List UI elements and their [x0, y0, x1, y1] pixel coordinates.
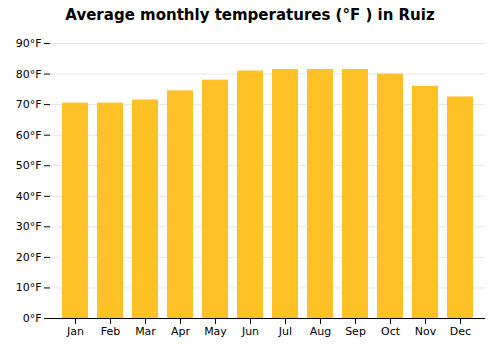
svg-text:50°F: 50°F [16, 159, 42, 172]
svg-text:Feb: Feb [101, 325, 120, 338]
svg-text:Jun: Jun [241, 325, 259, 338]
svg-text:40°F: 40°F [16, 190, 42, 203]
svg-text:Jul: Jul [278, 325, 292, 338]
svg-text:Mar: Mar [135, 325, 156, 338]
svg-text:70°F: 70°F [16, 98, 42, 111]
svg-text:Apr: Apr [171, 325, 191, 338]
svg-text:Jan: Jan [66, 325, 84, 338]
svg-text:90°F: 90°F [16, 37, 42, 50]
svg-text:Aug: Aug [310, 325, 331, 338]
svg-text:0°F: 0°F [23, 312, 42, 325]
svg-text:10°F: 10°F [16, 281, 42, 294]
svg-text:Nov: Nov [415, 325, 437, 338]
svg-text:20°F: 20°F [16, 251, 42, 264]
svg-text:May: May [204, 325, 227, 338]
svg-text:30°F: 30°F [16, 220, 42, 233]
svg-text:80°F: 80°F [16, 68, 42, 81]
svg-text:Dec: Dec [450, 325, 471, 338]
html-text:Average monthly temperatures (: Average monthly temperatures (°F ) in Ru… [65, 6, 435, 24]
svg-text:60°F: 60°F [16, 129, 42, 142]
svg-text:Oct: Oct [381, 325, 401, 338]
svg-text:Sep: Sep [345, 325, 366, 338]
